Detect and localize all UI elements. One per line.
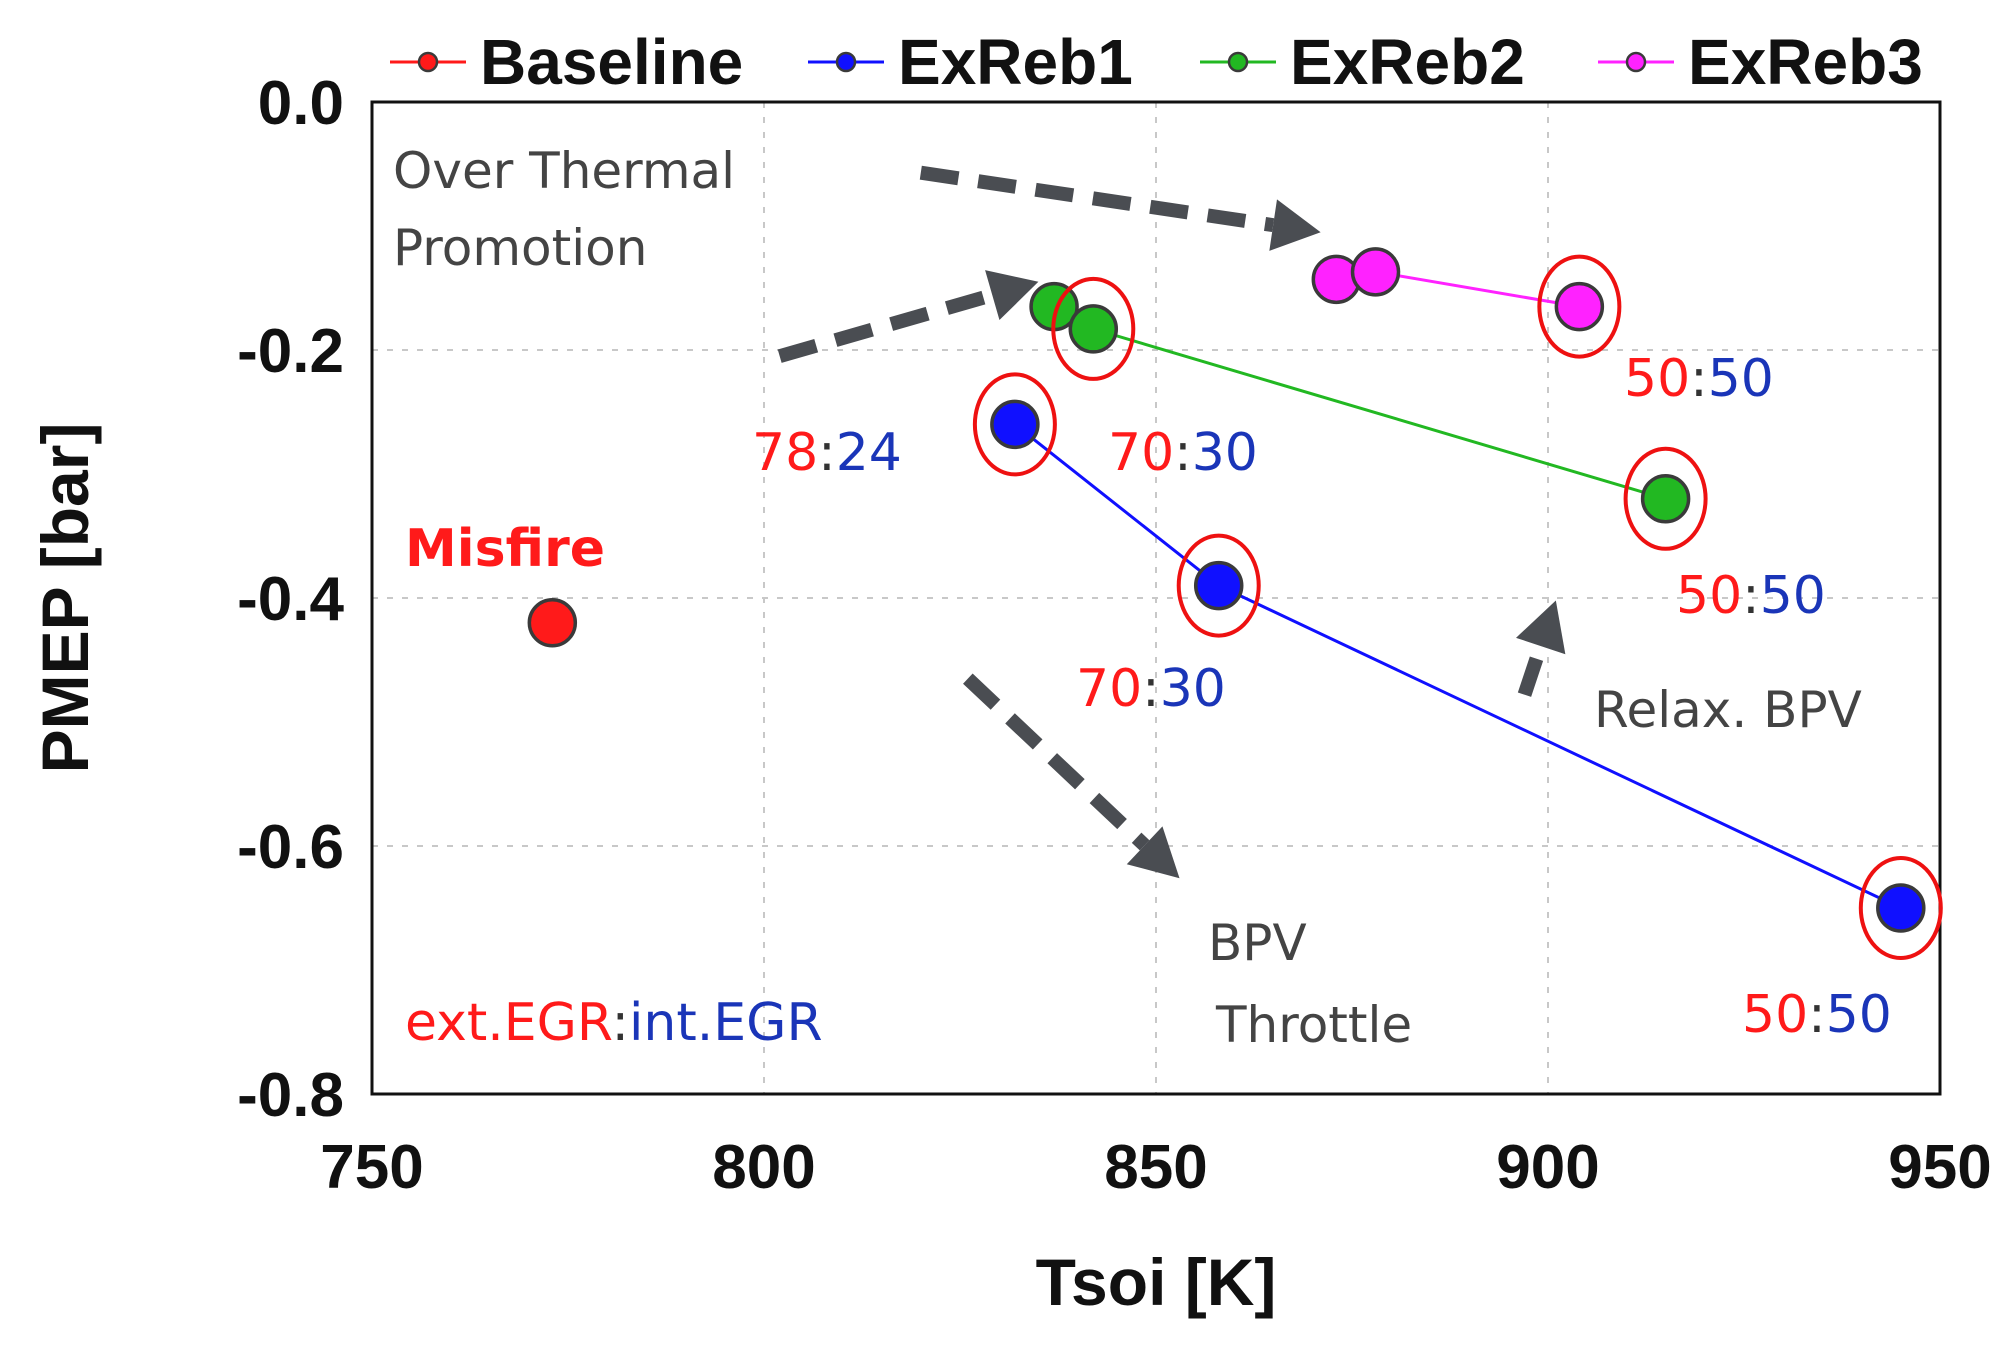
- ratio-label-part-0: 70: [1108, 423, 1174, 483]
- highlight-circle: [1176, 533, 1261, 638]
- ratio-label-part-2: 50: [1708, 349, 1774, 409]
- dashed-arrow-head: [1126, 826, 1180, 879]
- legend-label-exreb3: ExReb3: [1688, 26, 1923, 98]
- ratio-label-part-0: 78: [752, 423, 818, 483]
- dashed-arrow-shaft: [1517, 643, 1548, 697]
- annotation-ext-int-egr-part-0: ext.EGR: [405, 993, 612, 1053]
- ratio-label-part-1: :: [1690, 349, 1708, 409]
- data-point-exreb1: [1876, 883, 1926, 933]
- ratio-label: 78:24: [752, 423, 902, 483]
- annotation-throttle: Throttle: [1215, 996, 1412, 1054]
- annotation-relax-bpv: Relax. BPV: [1594, 681, 1862, 739]
- ratio-label-part-1: :: [1142, 659, 1160, 719]
- ratio-label-part-2: 50: [1826, 985, 1892, 1045]
- legend: Baseline ExReb1 ExReb2 ExReb3: [390, 26, 1923, 98]
- x-axis-title: Tsoi [K]: [1036, 1245, 1277, 1319]
- highlight-circles: [972, 254, 1943, 960]
- highlight-circle: [1623, 446, 1708, 551]
- x-tick-label: 800: [712, 1133, 815, 1202]
- y-tick-label: -0.8: [237, 1061, 344, 1130]
- ratio-label-part-0: 50: [1624, 349, 1690, 409]
- legend-label-baseline: Baseline: [480, 26, 743, 98]
- ratio-label-part-1: :: [1742, 566, 1760, 626]
- annotation-over-thermal: Over Thermal: [393, 142, 735, 200]
- ratio-label: 50:50: [1676, 566, 1826, 626]
- ratio-label: 70:30: [1108, 423, 1258, 483]
- data-point-baseline: [527, 598, 578, 648]
- dashed-arrow-head: [985, 270, 1039, 321]
- x-tick-label: 850: [1104, 1133, 1207, 1202]
- data-point-exreb1: [1193, 560, 1244, 611]
- ratio-label: 70:30: [1076, 659, 1226, 719]
- legend-marker-exreb2: [1227, 51, 1249, 73]
- ratio-label-part-0: 70: [1076, 659, 1142, 719]
- dashed-arrow-shaft: [919, 165, 1275, 233]
- highlight-circle: [1858, 856, 1943, 960]
- x-tick-label: 950: [1888, 1133, 1991, 1202]
- dashed-arrow-head: [1269, 199, 1321, 251]
- annotations: Over Thermal Promotion Misfire Relax. BPV BP…: [393, 142, 1892, 1054]
- legend-label-exreb1: ExReb1: [898, 26, 1133, 98]
- dashed-arrow-shaft: [963, 673, 1150, 851]
- ratio-label-part-2: 24: [836, 423, 902, 483]
- data-point-exreb1: [990, 399, 1040, 450]
- y-tick-label: 0.0: [258, 69, 344, 138]
- data-point-exreb2: [1640, 474, 1691, 524]
- dashed-arrow-shaft: [777, 288, 995, 363]
- y-axis-title: PMEP [bar]: [28, 423, 102, 774]
- annotation-ext-int-egr: ext.EGR:int.EGR: [405, 993, 823, 1053]
- data-point-exreb3: [1554, 281, 1605, 332]
- ratio-label-part-1: :: [818, 423, 836, 483]
- ratio-label: 50:50: [1742, 985, 1892, 1045]
- highlight-circle: [1051, 276, 1136, 381]
- data-points: [527, 247, 1926, 933]
- annotation-ext-int-egr-part-1: :: [611, 993, 629, 1053]
- legend-label-exreb2: ExReb2: [1290, 26, 1525, 98]
- legend-marker-baseline: [417, 51, 439, 73]
- y-tick-label: -0.4: [237, 565, 344, 634]
- y-tick-label: -0.2: [237, 317, 344, 386]
- annotation-ext-int-egr-part-2: int.EGR: [629, 993, 823, 1053]
- legend-marker-exreb3: [1625, 51, 1647, 73]
- x-tick-label: 750: [320, 1133, 423, 1202]
- data-point-exreb3: [1350, 247, 1401, 297]
- annotation-bpv: BPV: [1208, 914, 1307, 972]
- ratio-label-part-2: 30: [1192, 423, 1258, 483]
- highlight-circle: [1537, 254, 1622, 359]
- annotation-promotion: Promotion: [393, 219, 647, 277]
- data-point-exreb2: [1068, 304, 1119, 354]
- ratio-label-part-0: 50: [1742, 985, 1808, 1045]
- ratio-label: 50:50: [1624, 349, 1774, 409]
- annotation-arrows: [777, 165, 1566, 879]
- legend-marker-exreb1: [835, 51, 857, 73]
- ratio-label-part-2: 30: [1160, 659, 1226, 719]
- ratio-label-part-1: :: [1808, 985, 1826, 1045]
- annotation-misfire: Misfire: [405, 519, 605, 579]
- tick-labels: 750 800 850 900 950 0.0 -0.2 -0.4 -0.6 -0.8: [237, 69, 1992, 1202]
- ratio-label-part-2: 50: [1760, 566, 1826, 626]
- dashed-arrow-head: [1516, 600, 1566, 655]
- plot-frame: [370, 100, 1942, 1096]
- ratio-label-part-0: 50: [1676, 566, 1742, 626]
- highlight-circle: [972, 372, 1057, 477]
- x-tick-label: 900: [1496, 1133, 1599, 1202]
- ratio-label-part-1: :: [1174, 423, 1192, 483]
- y-tick-label: -0.6: [237, 813, 344, 882]
